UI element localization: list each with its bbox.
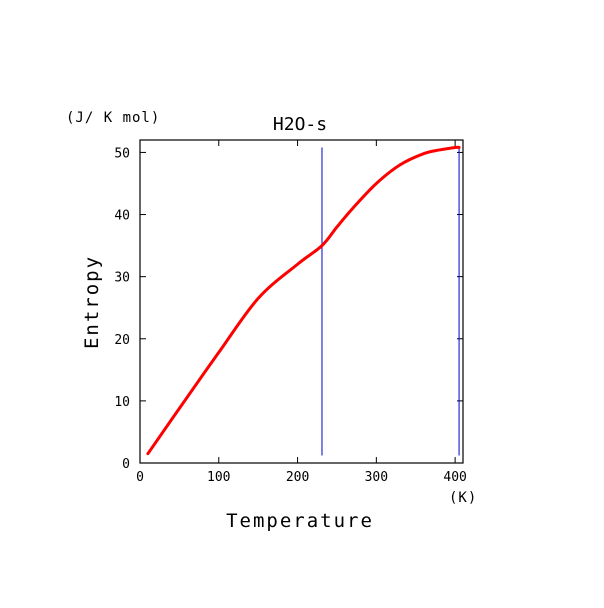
y-tick-label: 20 [114,333,130,348]
y-tick-label: 30 [114,271,130,286]
x-tick-label: 0 [136,470,144,485]
x-tick-label: 400 [443,470,466,485]
y-tick-label: 0 [122,457,130,472]
x-tick-label: 300 [365,470,388,485]
y-tick-label: 10 [114,395,130,410]
y-axis-label: Entropy [81,255,103,349]
y-tick-label: 50 [114,146,130,161]
chart-title: H2O-s [273,114,327,135]
entropy-series-line [146,145,461,456]
y-axis-unit: (J/ K mol) [66,110,160,126]
plot-area: 0 100 200 300 400 0 10 20 30 40 50 [114,139,467,485]
plot-frame [139,139,464,464]
x-axis-label: Temperature [226,510,374,532]
x-tick-label: 200 [286,470,309,485]
y-tick-label: 40 [114,209,130,224]
x-tick-label: 100 [207,470,230,485]
x-axis-unit: (K) [449,490,477,506]
